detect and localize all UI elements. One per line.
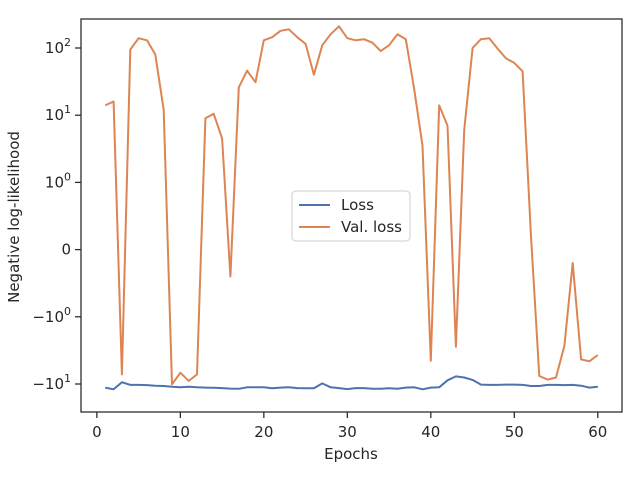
x-tick-label: 20 xyxy=(254,423,273,441)
legend-label: Val. loss xyxy=(341,218,402,236)
x-tick-label: 50 xyxy=(505,423,524,441)
y-axis-label: Negative log-likelihood xyxy=(5,131,23,303)
plot-frame xyxy=(80,18,623,413)
x-tick-label: 30 xyxy=(338,423,357,441)
series-line-val-loss xyxy=(104,25,599,386)
legend-label: Loss xyxy=(341,196,374,214)
x-axis: 0 10 20 30 40 50 60 xyxy=(92,412,607,441)
series-lines xyxy=(104,25,599,391)
x-axis-label: Epochs xyxy=(324,445,378,463)
x-tick-label: 60 xyxy=(588,423,607,441)
x-tick-label: 0 xyxy=(92,423,102,441)
plot-area xyxy=(80,18,623,413)
y-tick-label: −100 xyxy=(32,305,71,326)
y-tick-label: 100 xyxy=(45,170,71,191)
y-tick-label: 101 xyxy=(45,103,71,124)
x-tick-label: 10 xyxy=(171,423,190,441)
y-axis: 102 101 100 0 −100 −101 xyxy=(32,36,81,393)
y-tick-label: −101 xyxy=(32,372,71,393)
legend-box xyxy=(291,190,411,242)
y-tick-label: 0 xyxy=(61,241,71,259)
y-tick-label: 102 xyxy=(45,36,71,57)
legend: Loss Val. loss xyxy=(291,190,411,242)
x-tick-label: 40 xyxy=(421,423,440,441)
series-line-loss xyxy=(105,375,598,391)
